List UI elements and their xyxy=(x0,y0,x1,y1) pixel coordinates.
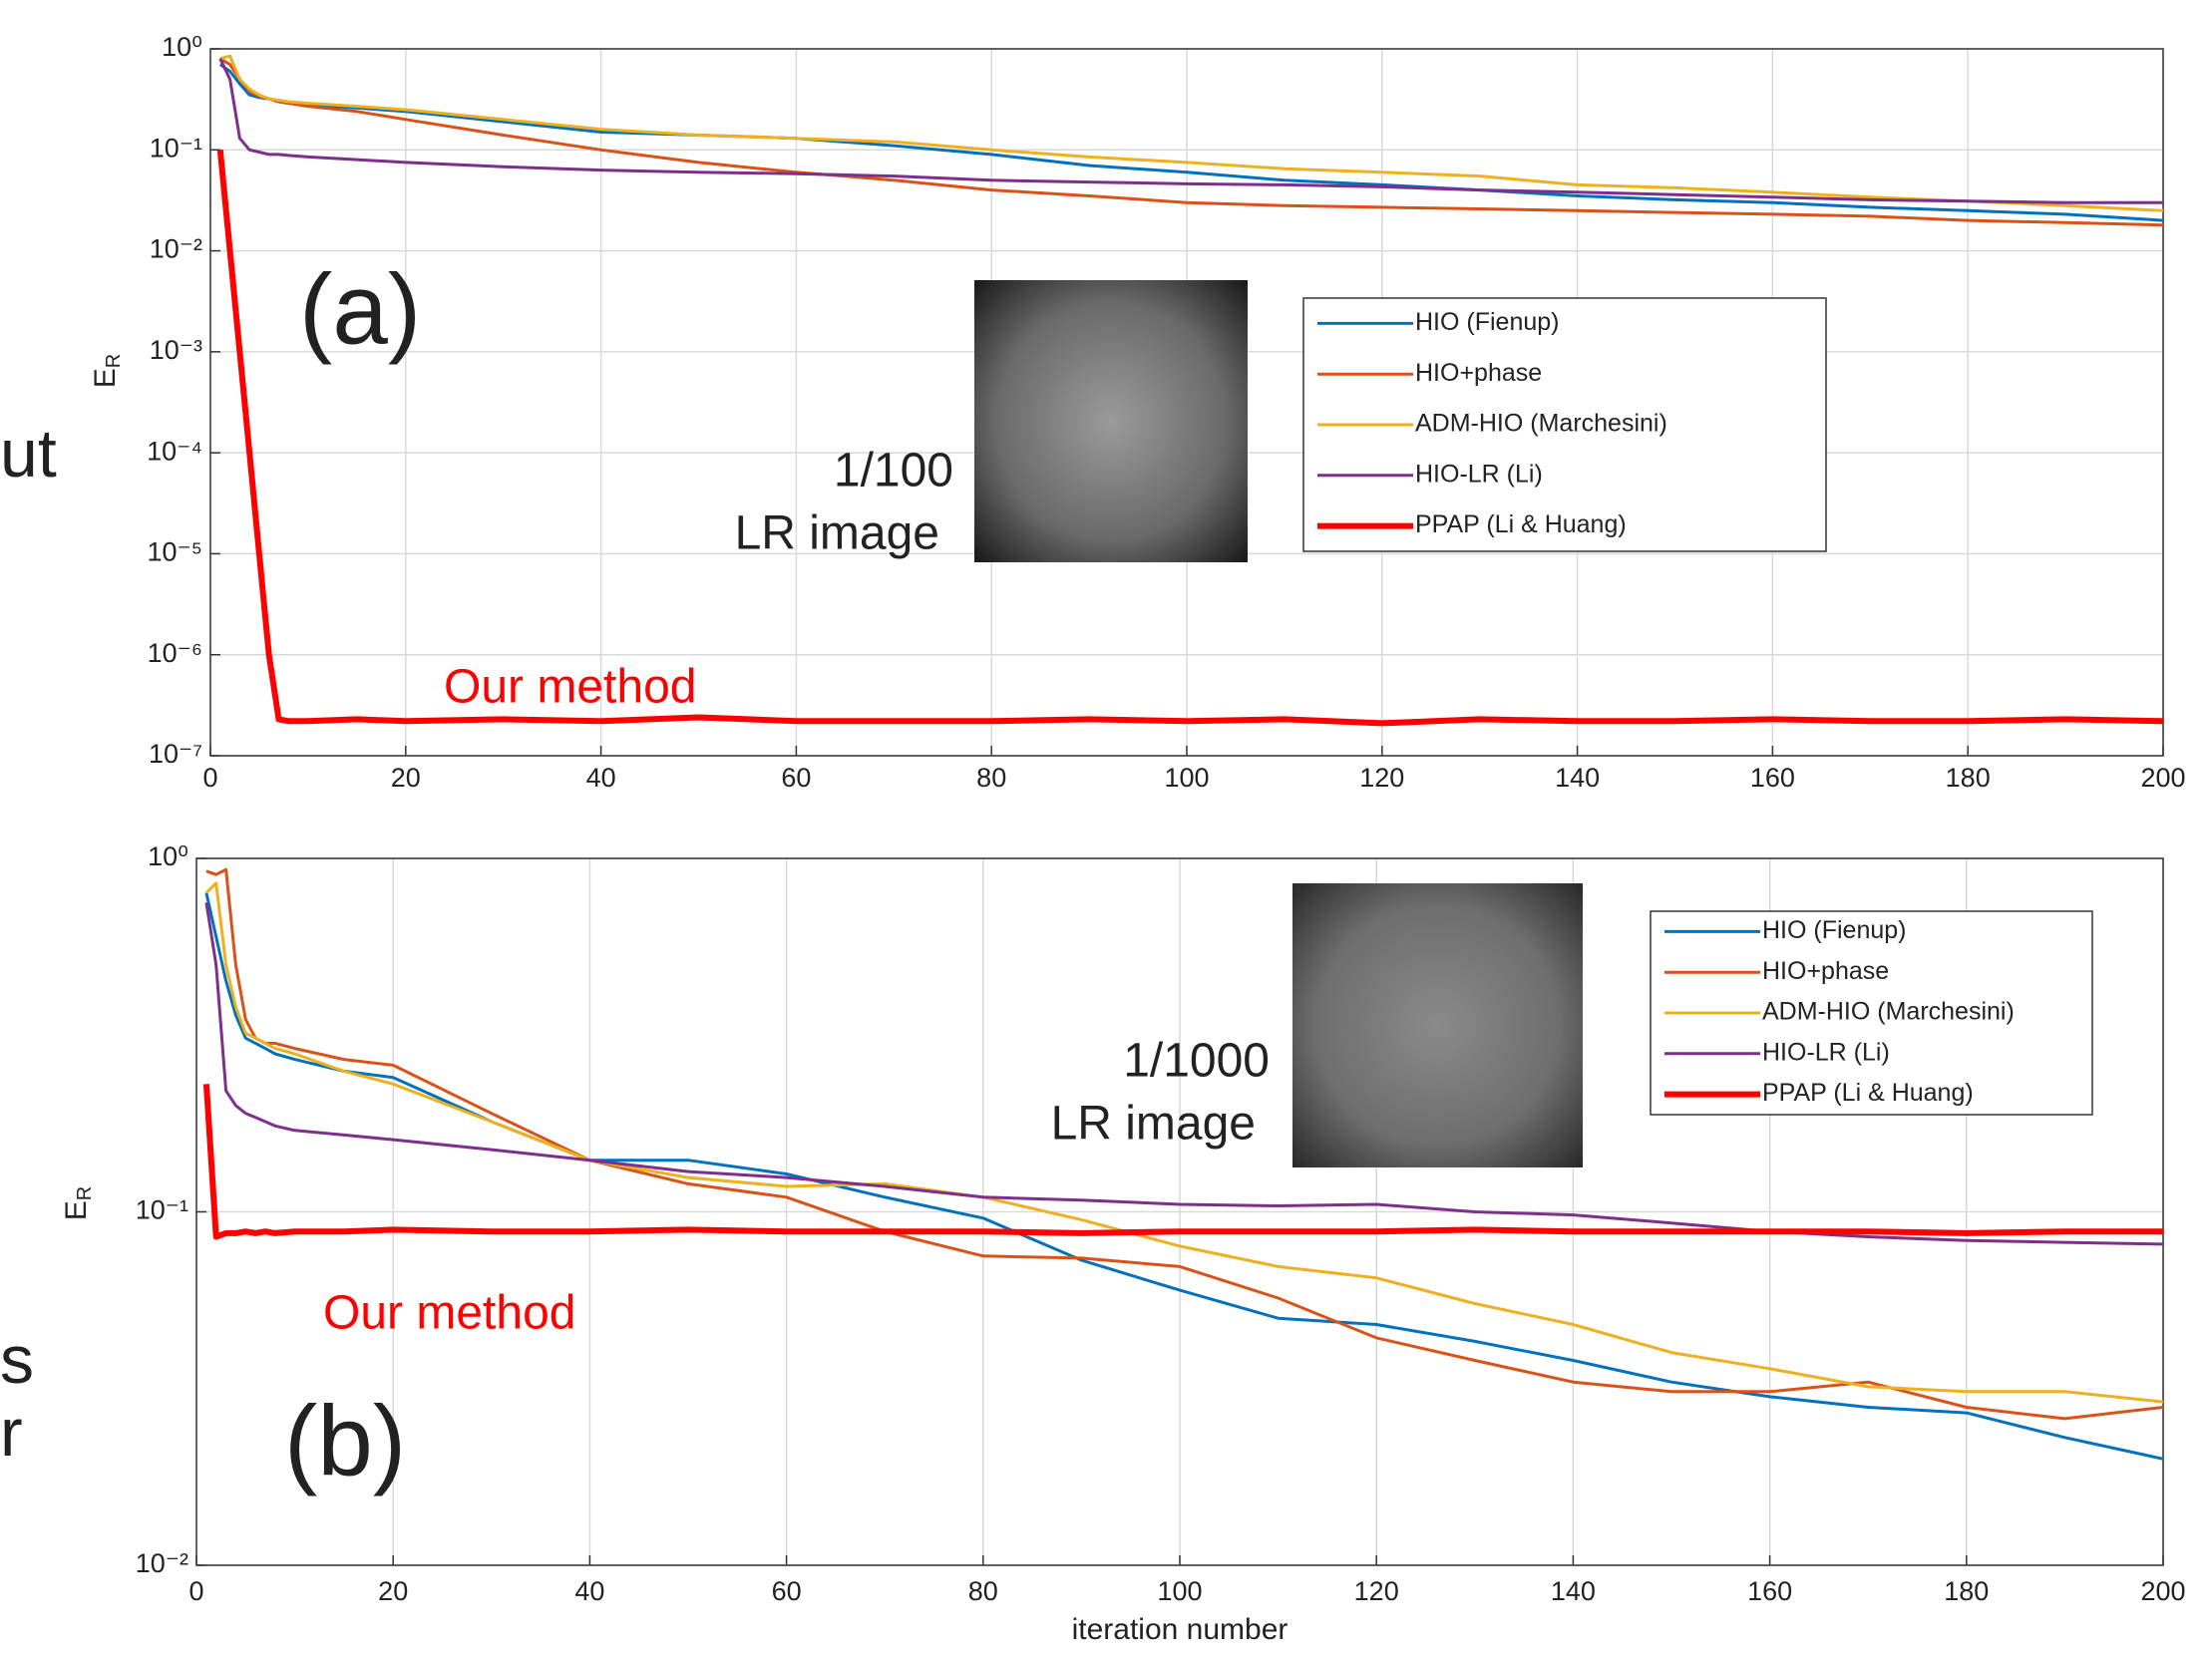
axes-box xyxy=(209,48,2164,757)
y-tick-label: 10⁻⁷ xyxy=(149,739,202,769)
x-tick-label: 100 xyxy=(1164,763,1209,793)
legend-label: HIO+phase xyxy=(1762,957,1889,985)
inset-caption: 1/1000 xyxy=(1123,1035,1270,1088)
inset-caption: 1/100 xyxy=(834,445,953,498)
series-line xyxy=(204,902,2164,1246)
annotation: Our method xyxy=(444,661,696,714)
y-axis-label: ER xyxy=(60,1186,96,1220)
x-tick-label: 0 xyxy=(188,1576,203,1606)
cropped-text: ut xyxy=(0,416,57,492)
axes-box xyxy=(195,857,2164,1566)
legend-label: PPAP (Li & Huang) xyxy=(1415,510,1627,538)
series-line xyxy=(204,881,2164,1404)
legend-label: ADM-HIO (Marchesini) xyxy=(1762,998,2015,1026)
x-tick-label: 20 xyxy=(378,1576,408,1606)
x-tick-label: 120 xyxy=(1359,763,1404,793)
x-axis-label: iteration number xyxy=(1072,1613,1289,1646)
series-line xyxy=(205,867,2164,1421)
legend-label: HIO-LR (Li) xyxy=(1415,460,1543,488)
series-line xyxy=(202,1084,2163,1240)
y-axis-label-main: E xyxy=(60,1200,93,1220)
series-line xyxy=(216,150,2164,727)
x-tick-label: 140 xyxy=(1551,1576,1596,1606)
inset-image xyxy=(974,280,1248,562)
y-axis-label-sub: R xyxy=(103,354,125,368)
x-tick-label: 80 xyxy=(968,1576,998,1606)
y-axis-label: ER xyxy=(89,354,125,388)
series-line xyxy=(218,58,2163,204)
x-tick-label: 160 xyxy=(1750,763,1795,793)
y-tick-label: 10⁻² xyxy=(136,1548,188,1578)
series-line xyxy=(219,54,2164,212)
legend-label: HIO+phase xyxy=(1415,359,1542,387)
x-tick-label: 80 xyxy=(976,763,1006,793)
legend-label: ADM-HIO (Marchesini) xyxy=(1415,410,1667,438)
y-tick-label: 10⁻⁵ xyxy=(148,537,202,567)
x-tick-label: 200 xyxy=(2140,763,2185,793)
legend-label: HIO (Fienup) xyxy=(1415,308,1559,336)
legend-label: HIO-LR (Li) xyxy=(1762,1038,1890,1066)
y-tick-label: 10⁻³ xyxy=(150,335,202,365)
cropped-text: s xyxy=(0,1322,34,1398)
panel-label: (b) xyxy=(284,1385,406,1496)
x-tick-label: 140 xyxy=(1555,763,1600,793)
inset-caption: LR image xyxy=(735,507,939,560)
y-tick-label: 10⁻¹ xyxy=(136,1195,188,1225)
inset-caption: LR image xyxy=(1051,1098,1256,1151)
x-tick-label: 40 xyxy=(586,763,616,793)
y-tick-label: 10⁻⁴ xyxy=(147,436,202,466)
x-tick-label: 180 xyxy=(1946,763,1991,793)
legend-label: PPAP (Li & Huang) xyxy=(1762,1079,1974,1107)
y-axis-label-main: E xyxy=(89,368,122,388)
x-tick-label: 0 xyxy=(202,763,217,793)
x-tick-label: 60 xyxy=(772,1576,802,1606)
x-tick-label: 20 xyxy=(391,763,421,793)
panel-label: (a) xyxy=(299,253,421,365)
annotation: Our method xyxy=(323,1287,575,1340)
legend-label: HIO (Fienup) xyxy=(1762,916,1906,944)
inset-image xyxy=(1292,883,1583,1167)
x-tick-label: 160 xyxy=(1747,1576,1792,1606)
y-tick-label: 10⁻¹ xyxy=(150,133,202,163)
y-tick-label: 10⁰ xyxy=(162,32,202,62)
x-tick-label: 120 xyxy=(1354,1576,1399,1606)
x-tick-label: 180 xyxy=(1944,1576,1989,1606)
y-tick-label: 10⁻⁶ xyxy=(148,638,202,668)
x-tick-label: 200 xyxy=(2140,1576,2185,1606)
y-tick-label: 10⁻² xyxy=(150,234,202,264)
y-tick-label: 10⁰ xyxy=(148,841,188,871)
x-tick-label: 40 xyxy=(574,1576,604,1606)
cropped-text: r xyxy=(0,1395,23,1471)
x-tick-label: 100 xyxy=(1157,1576,1202,1606)
x-tick-label: 60 xyxy=(781,763,811,793)
series-line xyxy=(204,892,2164,1461)
y-axis-label-sub: R xyxy=(74,1186,96,1200)
